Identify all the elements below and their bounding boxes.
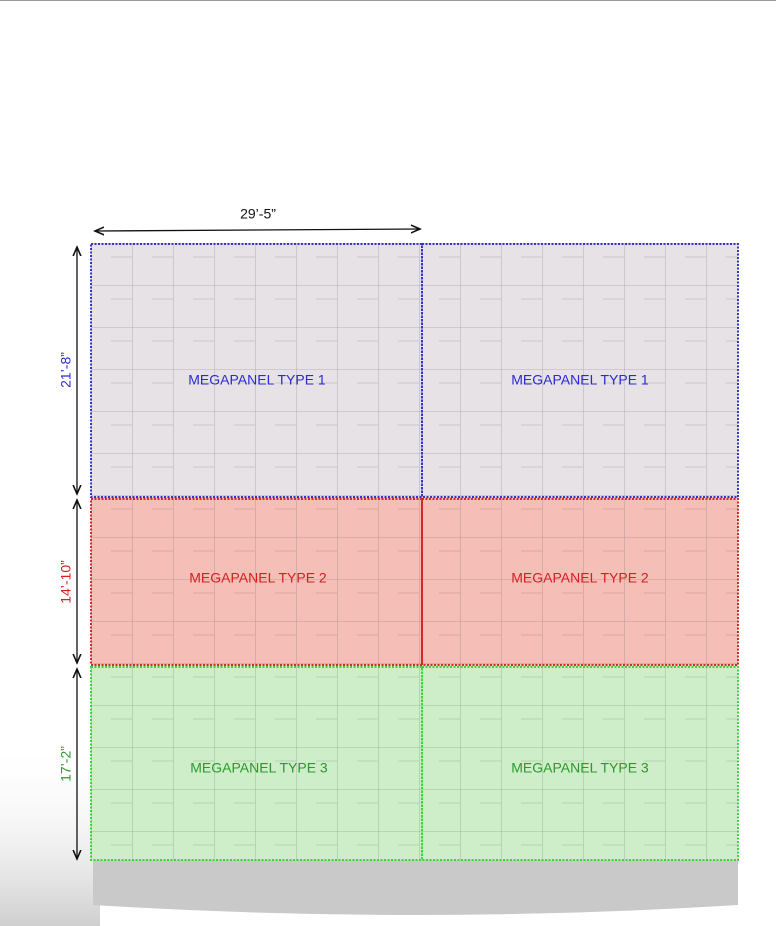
tile-joints xyxy=(91,243,738,860)
width-label: 29’-5” xyxy=(240,206,276,222)
height-label: 17’-2” xyxy=(58,746,74,782)
panel-label: MEGAPANEL TYPE 3 xyxy=(511,760,649,776)
panel-label: MEGAPANEL TYPE 1 xyxy=(511,372,649,388)
height-label: 21’-8” xyxy=(58,352,74,388)
width-dimension xyxy=(95,229,420,231)
panel-outline xyxy=(90,243,423,498)
panel-label: MEGAPANEL TYPE 3 xyxy=(190,760,328,776)
panel-outline xyxy=(421,243,739,498)
panel-label: MEGAPANEL TYPE 2 xyxy=(189,570,327,586)
panel-outline xyxy=(421,498,739,666)
panel-outline xyxy=(90,498,423,666)
base xyxy=(93,860,738,915)
panel-outline xyxy=(421,666,739,861)
height-label: 14’-10” xyxy=(58,560,74,604)
wall: MEGAPANEL TYPE 1 MEGAPANEL TYPE 1 MEGAPA… xyxy=(90,243,739,861)
shadow xyxy=(0,740,100,926)
panel-label: MEGAPANEL TYPE 1 xyxy=(188,372,326,388)
panel-label: MEGAPANEL TYPE 2 xyxy=(511,570,649,586)
